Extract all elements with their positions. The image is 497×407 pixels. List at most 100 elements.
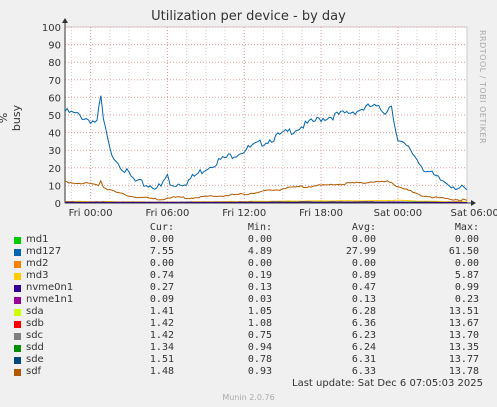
legend-min: 0.75 (247, 330, 272, 341)
legend-name: sdd (26, 342, 44, 353)
legend-table: Cur: Min: Avg: Max: md1 0.00 0.00 0.00 0.00 m… (12, 222, 492, 378)
legend-swatch (14, 273, 21, 280)
legend-swatch (14, 285, 21, 292)
legend-min: 0.03 (247, 294, 272, 305)
legend-row: sdf 1.48 0.93 6.33 13.78 (12, 366, 492, 378)
legend-row: sdb 1.42 1.08 6.36 13.67 (12, 318, 492, 330)
legend-cur: 0.00 (149, 258, 174, 269)
legend-cur: 1.51 (149, 354, 174, 365)
series-line-sdf (64, 179, 468, 202)
legend-avg: 0.13 (351, 294, 376, 305)
legend-name: sdc (26, 330, 44, 341)
legend-cur: 0.09 (149, 294, 174, 305)
legend-cur: 1.41 (149, 306, 174, 317)
legend-max: 5.87 (454, 270, 479, 281)
legend-min: 0.93 (247, 366, 272, 377)
legend-min: 4.89 (247, 246, 272, 257)
legend-cur: 0.74 (149, 270, 174, 281)
legend-max: 13.35 (448, 342, 479, 353)
legend-row: sdd 1.34 0.94 6.24 13.35 (12, 342, 492, 354)
col-avg: Avg: (351, 222, 376, 233)
legend-swatch (14, 321, 21, 328)
legend-avg: 6.24 (351, 342, 376, 353)
legend-cur: 1.42 (149, 318, 174, 329)
munin-version: Munin 2.0.76 (222, 393, 275, 402)
chart-title: Utilization per device - by day (151, 9, 346, 24)
y-tick-label: 100 (42, 23, 61, 34)
legend-name: md3 (26, 270, 49, 281)
legend-swatch (14, 357, 21, 364)
legend-max: 0.00 (454, 258, 479, 269)
legend-header: Cur: Min: Avg: Max: (12, 222, 492, 234)
legend-row: md1 0.00 0.00 0.00 0.00 (12, 234, 492, 246)
legend-name: sdb (26, 318, 44, 329)
legend-swatch (14, 345, 21, 352)
legend-avg: 0.00 (351, 258, 376, 269)
y-axis-arrow (62, 18, 68, 23)
legend-swatch (14, 333, 21, 340)
legend-name: sdf (26, 366, 42, 377)
legend-cur: 0.27 (149, 282, 174, 293)
legend-name: nvme0n1 (26, 282, 74, 293)
legend-avg: 0.00 (351, 234, 376, 245)
y-tick-label: 10 (48, 181, 61, 192)
legend-row: md2 0.00 0.00 0.00 0.00 (12, 258, 492, 270)
legend-name: md2 (26, 258, 49, 269)
legend-cur: 1.48 (149, 366, 174, 377)
y-tick-label: 60 (48, 93, 61, 104)
legend-row: nvme1n1 0.09 0.03 0.13 0.23 (12, 294, 492, 306)
legend-rows: md1 0.00 0.00 0.00 0.00 md127 7.55 4.89 27.99 61.… (12, 234, 492, 378)
legend-max: 0.99 (454, 282, 479, 293)
axes: 0 10 20 30 40 50 60 70 80 90 100 Fri 00:00 Fri 06:00… (42, 18, 497, 219)
legend-swatch (14, 261, 21, 268)
x-axis-arrow (471, 200, 476, 206)
legend-row: sde 1.51 0.78 6.31 13.77 (12, 354, 492, 366)
x-tick-label: Sat 06:00 (450, 208, 497, 219)
legend-min: 0.94 (247, 342, 272, 353)
legend-avg: 0.89 (351, 270, 376, 281)
x-tick-label: Fri 12:00 (222, 208, 266, 219)
legend-avg: 6.23 (351, 330, 376, 341)
legend-avg: 6.28 (351, 306, 376, 317)
legend-avg: 27.99 (345, 246, 376, 257)
series-lines (64, 95, 468, 204)
legend-cur: 1.42 (149, 330, 174, 341)
legend-cur: 1.34 (149, 342, 174, 353)
legend-min: 0.78 (247, 354, 272, 365)
legend-max: 13.70 (448, 330, 479, 341)
legend-swatch (14, 309, 21, 316)
legend-max: 13.67 (448, 318, 479, 329)
x-tick-label: Fri 18:00 (299, 208, 343, 219)
y-tick-label: 50 (48, 111, 61, 122)
legend-max: 61.50 (448, 246, 479, 257)
y-tick-label: 80 (48, 58, 61, 69)
legend-min: 1.08 (247, 318, 272, 329)
legend-avg: 6.31 (351, 354, 376, 365)
legend-row: md3 0.74 0.19 0.89 5.87 (12, 270, 492, 282)
legend-name: nvme1n1 (26, 294, 74, 305)
legend-swatch (14, 237, 21, 244)
series-line-nvme0n1 (64, 201, 468, 204)
y-tick-label: 30 (48, 146, 61, 157)
legend-min: 1.05 (247, 306, 272, 317)
legend-swatch (14, 297, 21, 304)
col-max: Max: (454, 222, 479, 233)
legend-name: md1 (26, 234, 49, 245)
legend-name: sda (26, 306, 44, 317)
col-cur: Cur: (149, 222, 174, 233)
legend-avg: 6.33 (351, 366, 376, 377)
legend-avg: 6.36 (351, 318, 376, 329)
y-axis-label: % busy (0, 104, 23, 132)
legend-cur: 0.00 (149, 234, 174, 245)
legend-row: md127 7.55 4.89 27.99 61.50 (12, 246, 492, 258)
col-min: Min: (247, 222, 272, 233)
legend-name: sde (26, 354, 44, 365)
grid (65, 26, 467, 204)
legend-swatch (14, 249, 21, 256)
x-tick-label: Fri 00:00 (69, 208, 113, 219)
legend-name: md127 (26, 246, 62, 257)
legend-row: sda 1.41 1.05 6.28 13.51 (12, 306, 492, 318)
legend-min: 0.19 (247, 270, 272, 281)
legend-avg: 0.47 (351, 282, 376, 293)
y-tick-label: 40 (48, 129, 61, 140)
